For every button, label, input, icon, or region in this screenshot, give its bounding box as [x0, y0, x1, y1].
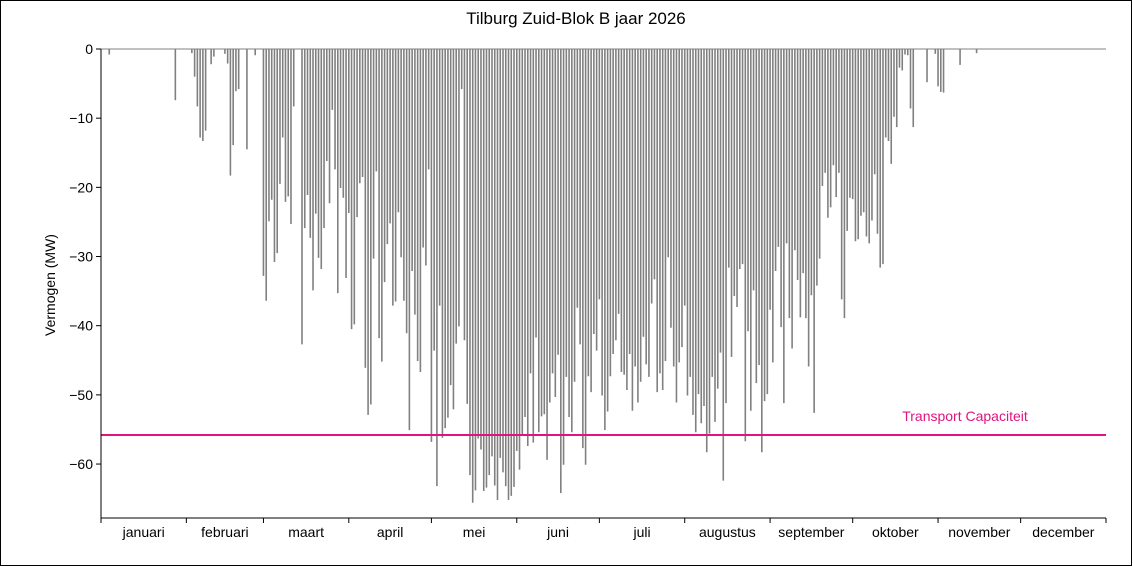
axes: [100, 48, 1106, 519]
x-tick-label-mei: mei: [463, 524, 486, 540]
x-tick-label-juni: juni: [546, 524, 569, 540]
y-tick-label: −10: [69, 110, 93, 126]
y-tick-label: −50: [69, 387, 93, 403]
x-tick-label-maart: maart: [288, 524, 324, 540]
y-tick-label: −30: [69, 249, 93, 265]
x-tick-label-september: september: [778, 524, 844, 540]
chart-title: Tilburg Zuid-Blok B jaar 2026: [466, 9, 686, 28]
threshold-group: Transport Capaciteit: [101, 408, 1106, 436]
x-tick-label-december: december: [1032, 524, 1095, 540]
x-tick-label-november: november: [948, 524, 1011, 540]
transport-capacity-label: Transport Capaciteit: [902, 408, 1028, 424]
x-tick-label-april: april: [377, 524, 403, 540]
y-tick-label: −60: [69, 456, 93, 472]
x-tick-label-januari: januari: [122, 524, 165, 540]
bar-series: [108, 49, 978, 503]
y-tick-label: −40: [69, 318, 93, 334]
y-tick-label: 0: [85, 41, 93, 57]
x-tick-label-juli: juli: [632, 524, 650, 540]
y-ticks: 0 −10 −20 −30 −40 −50 −60: [69, 41, 101, 472]
x-tick-label-augustus: augustus: [699, 524, 756, 540]
x-ticks: januari februari maart april mei juni juli augu…: [100, 518, 1107, 540]
y-axis-label: Vermogen (MW): [42, 234, 58, 336]
y-tick-label: −20: [69, 179, 93, 195]
x-tick-label-februari: februari: [201, 524, 248, 540]
x-tick-label-oktober: oktober: [872, 524, 919, 540]
